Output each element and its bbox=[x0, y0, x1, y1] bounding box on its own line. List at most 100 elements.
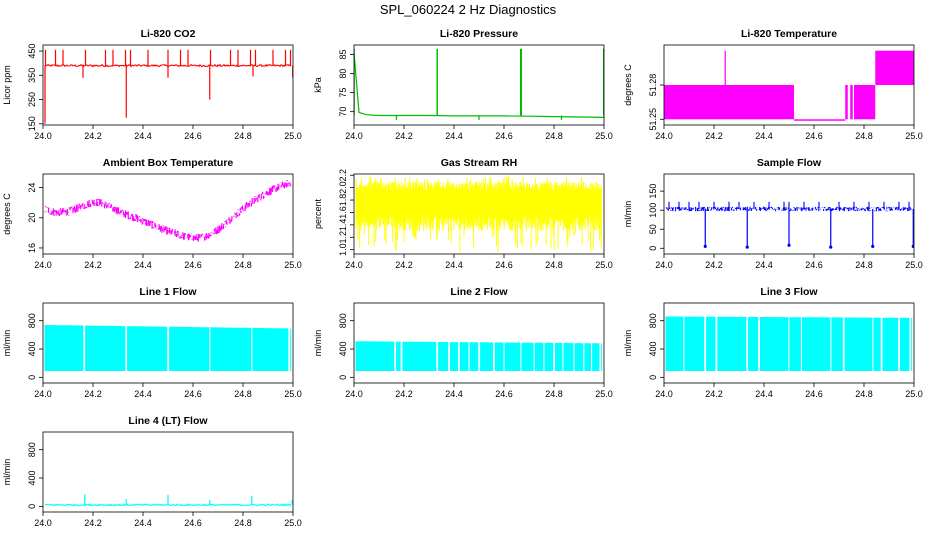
sample-flow-xtick-label: 24.4 bbox=[755, 260, 773, 270]
co2-xtick-label: 24.6 bbox=[184, 131, 202, 141]
licor-temp-xtick-label: 24.0 bbox=[655, 131, 673, 141]
licor-temp-xtick-label: 25.0 bbox=[905, 131, 923, 141]
line2-ylabel: ml/min bbox=[313, 330, 323, 357]
line3-series bbox=[665, 316, 913, 371]
pressure-xtick-label: 24.2 bbox=[395, 131, 413, 141]
sample-flow-ytick-label: 100 bbox=[648, 203, 658, 218]
line3-xtick-label: 24.0 bbox=[655, 389, 673, 399]
page-title: SPL_060224 2 Hz Diagnostics bbox=[380, 2, 557, 17]
line3-xtick-label: 24.2 bbox=[705, 389, 723, 399]
sample-flow-title: Sample Flow bbox=[757, 157, 822, 169]
rh-ytick-label: 1.2 bbox=[338, 231, 348, 244]
co2-panel: Li-820 CO2 Licor ppm 24.0 24.2 24.4 24.6 24.8 2… bbox=[2, 28, 302, 141]
line2-xtick-label: 24.0 bbox=[345, 389, 363, 399]
line4-data bbox=[45, 494, 293, 507]
line3-xtick-label: 25.0 bbox=[905, 389, 923, 399]
line4-panel: Line 4 (LT) Flow ml/min 24.0 24.2 24.4 24.6 24… bbox=[2, 415, 302, 528]
sample-flow-panel: Sample Flow ml/min 24.0 24.2 24.4 24.6 24.8 25.… bbox=[623, 157, 923, 270]
rh-xtick-label: 24.6 bbox=[495, 260, 513, 270]
rh-series bbox=[355, 176, 602, 252]
box-temp-xtick-label: 24.6 bbox=[184, 260, 202, 270]
line4-title: Line 4 (LT) Flow bbox=[128, 415, 208, 427]
line1-xtick-label: 24.8 bbox=[234, 389, 252, 399]
co2-ytick-label: 450 bbox=[27, 44, 37, 59]
sample-flow-dip-point bbox=[829, 245, 833, 249]
licor-temp-band bbox=[850, 85, 853, 120]
sample-flow-ytick-label: 150 bbox=[648, 184, 658, 199]
sample-flow-data bbox=[665, 201, 914, 249]
co2-ytick-label: 150 bbox=[27, 116, 37, 131]
pressure-ylabel: kPa bbox=[313, 77, 323, 93]
line1-xtick-label: 25.0 bbox=[284, 389, 302, 399]
rh-xtick-label: 24.8 bbox=[545, 260, 563, 270]
line4-xtick-label: 24.2 bbox=[84, 518, 102, 528]
pressure-xtick-label: 25.0 bbox=[595, 131, 613, 141]
licor-temp-band bbox=[854, 85, 876, 120]
licor-temp-xtick-label: 24.8 bbox=[855, 131, 873, 141]
licor-temp-band bbox=[794, 119, 846, 121]
line1-xtick-label: 24.2 bbox=[84, 389, 102, 399]
line2-series bbox=[355, 341, 603, 371]
line1-ylabel: ml/min bbox=[2, 330, 12, 357]
line4-ylabel: ml/min bbox=[2, 459, 12, 486]
box-temp-panel: Ambient Box Temperature degrees C 24.0 24.2… bbox=[2, 157, 302, 270]
co2-ytick-label: 350 bbox=[27, 68, 37, 83]
line2-xtick-label: 24.4 bbox=[445, 389, 463, 399]
rh-ytick-label: 2.2 bbox=[338, 169, 348, 182]
sample-flow-xtick-label: 24.0 bbox=[655, 260, 673, 270]
box-temp-plot-frame bbox=[42, 173, 294, 255]
line3-panel: Line 3 Flow ml/min 24.0 24.2 24.4 24.6 24.8 25.… bbox=[623, 286, 923, 399]
rh-ytick-label: 2.0 bbox=[338, 181, 348, 194]
line1-panel: Line 1 Flow ml/min 24.0 24.2 24.4 24.6 24.8 25.… bbox=[2, 286, 302, 399]
line1-series bbox=[44, 325, 292, 371]
sample-flow-plot-frame bbox=[663, 173, 915, 255]
rh-xtick-label: 25.0 bbox=[595, 260, 613, 270]
line2-xtick-label: 24.6 bbox=[495, 389, 513, 399]
licor-temp-band bbox=[875, 50, 914, 85]
licor-temp-title: Li-820 Temperature bbox=[741, 28, 837, 40]
line1-title: Line 1 Flow bbox=[139, 286, 197, 298]
co2-xtick-label: 24.8 bbox=[234, 131, 252, 141]
sample-flow-xtick-label: 24.2 bbox=[705, 260, 723, 270]
line4-ytick-label: 400 bbox=[27, 471, 37, 486]
box-temp-ytick-label: 16 bbox=[27, 243, 37, 253]
rh-panel: Gas Stream RH percent 24.0 24.2 24.4 24.6 24.8… bbox=[313, 157, 613, 270]
sample-flow-dip-point bbox=[911, 244, 914, 248]
licor-temp-band bbox=[664, 85, 794, 120]
pressure-series-line bbox=[354, 52, 604, 118]
rh-ytick-label: 1.0 bbox=[338, 243, 348, 256]
line1-xtick-label: 24.0 bbox=[34, 389, 52, 399]
co2-xtick-label: 24.0 bbox=[34, 131, 52, 141]
rh-data bbox=[355, 176, 602, 252]
line4-plot-frame bbox=[42, 431, 294, 513]
pressure-ytick-label: 70 bbox=[338, 107, 348, 117]
line2-title: Line 2 Flow bbox=[450, 286, 508, 298]
line3-title: Line 3 Flow bbox=[760, 286, 818, 298]
co2-xtick-label: 24.4 bbox=[134, 131, 152, 141]
rh-ytick-label: 1.8 bbox=[338, 194, 348, 207]
line4-xtick-label: 24.6 bbox=[184, 518, 202, 528]
line4-xtick-label: 24.8 bbox=[234, 518, 252, 528]
pressure-xtick-label: 24.4 bbox=[445, 131, 463, 141]
licor-temp-xtick-label: 24.2 bbox=[705, 131, 723, 141]
sample-flow-ylabel: ml/min bbox=[623, 201, 633, 228]
rh-xtick-label: 24.2 bbox=[395, 260, 413, 270]
line2-xtick-label: 24.2 bbox=[395, 389, 413, 399]
co2-data bbox=[44, 49, 293, 124]
sample-flow-xtick-label: 24.6 bbox=[805, 260, 823, 270]
licor-temp-panel: Li-820 Temperature degrees C 24.0 24.2 24.4 2… bbox=[623, 28, 923, 141]
rh-xtick-label: 24.4 bbox=[445, 260, 463, 270]
licor-temp-ytick-label: 51.25 bbox=[648, 108, 658, 131]
box-temp-ytick-label: 24 bbox=[27, 183, 37, 193]
line3-ytick-label: 800 bbox=[648, 313, 658, 328]
pressure-ytick-label: 85 bbox=[338, 50, 348, 60]
rh-title: Gas Stream RH bbox=[441, 157, 517, 169]
licor-temp-ytick-label: 51.28 bbox=[648, 74, 658, 97]
line1-xtick-label: 24.4 bbox=[134, 389, 152, 399]
rh-ytick-label: 1.6 bbox=[338, 206, 348, 219]
line3-xtick-label: 24.4 bbox=[755, 389, 773, 399]
pressure-ytick-label: 80 bbox=[338, 69, 348, 79]
co2-ylabel: Licor ppm bbox=[2, 65, 12, 105]
box-temp-ytick-label: 20 bbox=[27, 213, 37, 223]
pressure-title: Li-820 Pressure bbox=[440, 28, 518, 40]
